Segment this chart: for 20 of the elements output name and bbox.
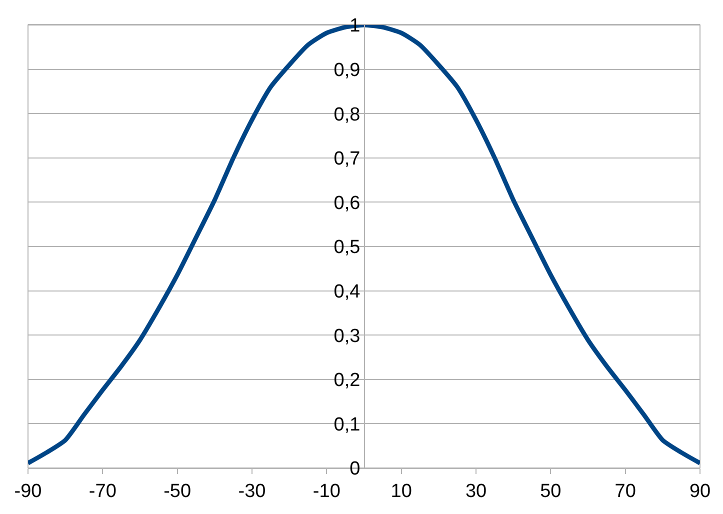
y-tick-label: 0,8	[334, 104, 360, 126]
y-tick-label: 0,1	[334, 414, 360, 436]
x-tick-label: -10	[312, 480, 340, 502]
y-tick-label: 0,6	[334, 192, 360, 214]
x-tick-label: 70	[614, 480, 636, 502]
y-tick-label: 0	[350, 458, 360, 480]
x-tick-label: -30	[238, 480, 266, 502]
y-tick-label: 0,4	[334, 281, 361, 302]
y-tick-label: 0,5	[334, 237, 360, 258]
y-tick-label: 0,2	[334, 370, 360, 392]
x-tick-label: -50	[164, 480, 192, 502]
x-tick-label: 10	[390, 480, 412, 502]
x-tick-label: -90	[14, 480, 42, 502]
y-tick-label: 0,7	[334, 148, 360, 170]
x-tick-label: 90	[689, 480, 711, 502]
x-tick-label: 30	[465, 480, 487, 502]
x-tick-label: 50	[540, 480, 562, 502]
y-tick-label: 0,9	[334, 60, 360, 81]
y-tick-label: 0,3	[334, 326, 360, 347]
x-tick-label: -70	[88, 480, 116, 502]
